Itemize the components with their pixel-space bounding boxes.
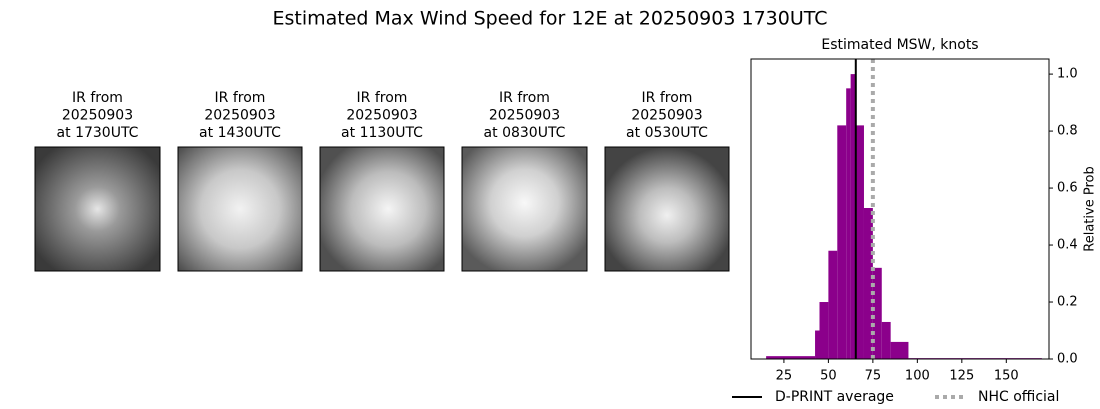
panel-title: at 1430UTC bbox=[199, 125, 281, 141]
bar bbox=[819, 302, 829, 359]
panel-title: IR from bbox=[642, 90, 693, 106]
bar bbox=[766, 356, 816, 359]
y-tick-label: 1.0 bbox=[1057, 67, 1078, 82]
x-tick-label: 25 bbox=[776, 369, 793, 384]
y-tick-label: 0.0 bbox=[1057, 352, 1078, 367]
panel-title: at 0830UTC bbox=[484, 125, 566, 141]
panel-title: IR from bbox=[72, 90, 123, 106]
panel-title: at 1130UTC bbox=[341, 125, 423, 141]
ir-image bbox=[604, 146, 730, 272]
y-tick-label: 0.8 bbox=[1057, 124, 1078, 139]
bar bbox=[846, 88, 851, 359]
panel-title: 20250903 bbox=[489, 108, 560, 124]
x-tick-label: 50 bbox=[820, 369, 837, 384]
y-tick-label: 0.6 bbox=[1057, 181, 1078, 196]
chart-title: Estimated MSW, knots bbox=[821, 37, 978, 53]
figure-title: Estimated Max Wind Speed for 12E at 2025… bbox=[272, 8, 827, 30]
bar bbox=[855, 125, 864, 359]
panel-title: at 1730UTC bbox=[57, 125, 139, 141]
y-axis-label: Relative Prob bbox=[1083, 166, 1098, 251]
ir-images bbox=[34, 146, 730, 272]
panel-title: 20250903 bbox=[204, 108, 275, 124]
plot-frame bbox=[750, 58, 1050, 360]
panel-title: IR from bbox=[357, 90, 408, 106]
ir-image bbox=[461, 146, 588, 272]
ir-image bbox=[319, 146, 445, 272]
ir-image bbox=[34, 146, 161, 272]
y-tick-label: 0.2 bbox=[1057, 295, 1078, 310]
bar bbox=[872, 267, 882, 359]
y-tick-label: 0.4 bbox=[1057, 238, 1078, 253]
panel-title: IR from bbox=[215, 90, 266, 106]
legend-label: NHC official bbox=[978, 389, 1059, 405]
bar bbox=[863, 208, 873, 359]
ir-image bbox=[177, 146, 303, 272]
panel-title: 20250903 bbox=[62, 108, 133, 124]
bar bbox=[815, 330, 820, 359]
bar bbox=[881, 321, 891, 359]
x-tick-label: 75 bbox=[865, 369, 882, 384]
legend-label: D-PRINT average bbox=[775, 389, 894, 405]
bar bbox=[890, 341, 909, 359]
bar bbox=[828, 250, 838, 359]
bar bbox=[837, 125, 847, 359]
x-tick-label: 125 bbox=[949, 369, 974, 384]
x-tick-label: 100 bbox=[905, 369, 930, 384]
bar bbox=[850, 74, 856, 359]
panel-title: IR from bbox=[499, 90, 550, 106]
x-tick-label: 150 bbox=[994, 369, 1019, 384]
panel-title: 20250903 bbox=[346, 108, 417, 124]
panel-title: at 0530UTC bbox=[626, 125, 708, 141]
panel-title: 20250903 bbox=[631, 108, 702, 124]
